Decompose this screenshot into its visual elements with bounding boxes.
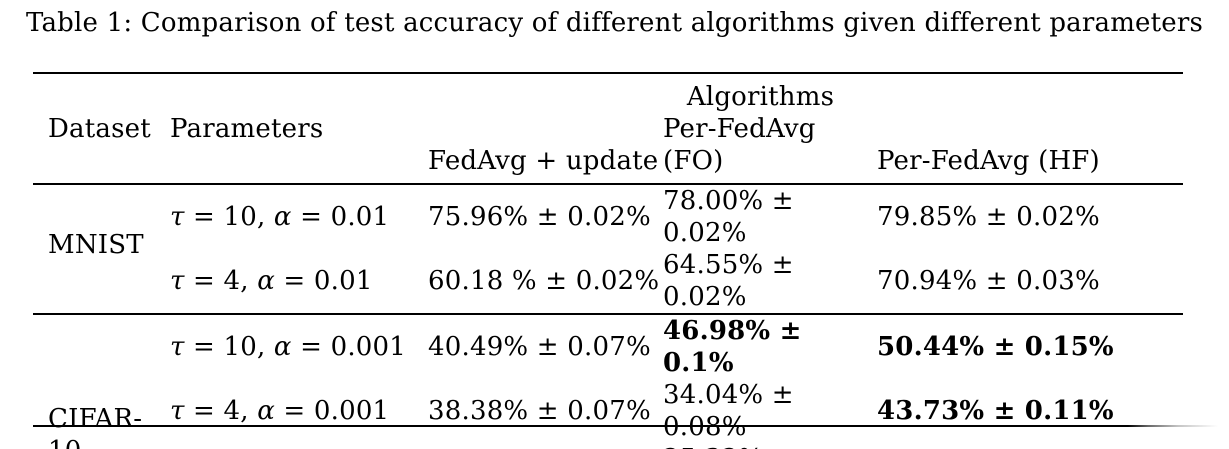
column-header-parameters: Parameters <box>170 113 324 144</box>
value-cell-fo: 25.32% ± 0.18% <box>663 443 877 449</box>
table-row: MNIST τ = 10, α = 0.01 75.96% ± 0.02% 78… <box>33 184 1183 260</box>
params-cell: τ = 10, α = 0.01 <box>170 202 390 232</box>
column-header-perfedavg-hf: Per-FedAvg (HF) <box>877 146 1100 176</box>
params-cell: τ = 10, α = 0.001 <box>170 332 407 362</box>
group-mnist: MNIST τ = 10, α = 0.01 75.96% ± 0.02% 78… <box>33 184 1183 314</box>
algorithms-group-header: Algorithms <box>686 82 835 112</box>
table-caption: Table 1: Comparison of test accuracy of … <box>25 8 1204 38</box>
bottom-rule <box>33 425 1218 427</box>
table-row: τ = 4, α = 0.001 38.38% ± 0.07% 34.04% ±… <box>33 379 1183 443</box>
params-cell: τ = 4, α = 0.01 <box>170 266 373 296</box>
value-cell-hf-best: 43.73% ± 0.11% <box>877 396 1114 426</box>
value-cell-hf-best: 46.32% ± 0.12% <box>877 443 1183 449</box>
params-cell: τ = 4, α = 0.001 <box>170 396 390 426</box>
value-cell-fo: 34.04% ± 0.08% <box>663 380 794 442</box>
table-row: CIFAR- 10 τ = 10, α = 0.001 40.49% ± 0.0… <box>33 314 1183 449</box>
value-cell-hf-best: 50.44% ± 0.15% <box>877 332 1114 362</box>
value-cell-hf: 79.85% ± 0.02% <box>877 202 1100 232</box>
results-table: Dataset Parameters Algorithms FedAvg + u… <box>33 72 1183 449</box>
value-cell-fo: 78.00% ± 0.02% <box>663 186 794 248</box>
table-row: τ = 4, α = 0.01 60.18 % ± 0.02% 64.55% ±… <box>33 249 1183 314</box>
column-header-dataset: Dataset <box>48 113 151 144</box>
dataset-label-mnist: MNIST <box>48 230 144 260</box>
table-header: Dataset Parameters Algorithms FedAvg + u… <box>33 73 1183 184</box>
value-cell-fedavg: 75.96% ± 0.02% <box>428 202 651 232</box>
dataset-label-cifar10: CIFAR- 10 <box>48 404 143 449</box>
value-cell-fedavg: 38.38% ± 0.07% <box>428 396 651 426</box>
value-cell-hf: 70.94% ± 0.03% <box>877 266 1100 296</box>
value-cell-fedavg: 35.97% ± 0.17% <box>428 443 663 449</box>
group-cifar10: CIFAR- 10 τ = 10, α = 0.001 40.49% ± 0.0… <box>33 314 1183 449</box>
value-cell-fedavg: 40.49% ± 0.07% <box>428 332 651 362</box>
column-header-perfedavg-fo: Per-FedAvg (FO) <box>663 114 816 176</box>
column-header-fedavg-update: FedAvg + update <box>428 146 659 176</box>
value-cell-fo-best: 46.98% ± 0.1% <box>663 316 802 378</box>
table-row: τ = 4, α = 0.01 35.97% ± 0.17% 25.32% ± … <box>33 443 1183 449</box>
params-cell: τ = 4, α = 0.01 <box>170 443 428 449</box>
value-cell-fo: 64.55% ± 0.02% <box>663 250 794 312</box>
value-cell-fedavg: 60.18 % ± 0.02% <box>428 266 660 296</box>
